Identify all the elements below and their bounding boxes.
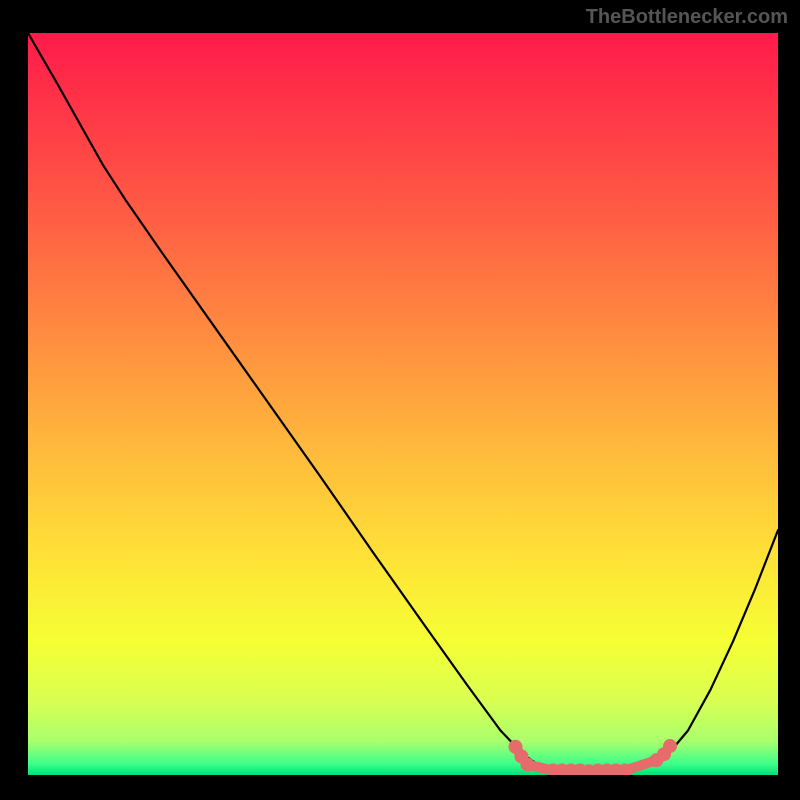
bottom-marker-dot <box>521 758 535 772</box>
plot-area <box>25 30 781 778</box>
line-curve <box>28 33 778 775</box>
bottom-marker-dot <box>663 739 677 753</box>
watermark-text: TheBottlenecker.com <box>586 6 788 29</box>
